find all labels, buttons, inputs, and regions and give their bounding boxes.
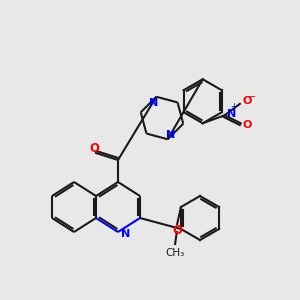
- Text: O: O: [243, 120, 252, 130]
- Text: −: −: [248, 92, 256, 102]
- Text: N: N: [121, 229, 130, 239]
- Text: O: O: [89, 142, 99, 155]
- Text: N: N: [149, 98, 158, 108]
- Text: N: N: [227, 109, 236, 119]
- Text: O: O: [243, 96, 252, 106]
- Text: CH₃: CH₃: [165, 248, 184, 258]
- Text: +: +: [230, 102, 237, 111]
- Text: N: N: [166, 130, 175, 140]
- Text: O: O: [172, 224, 182, 236]
